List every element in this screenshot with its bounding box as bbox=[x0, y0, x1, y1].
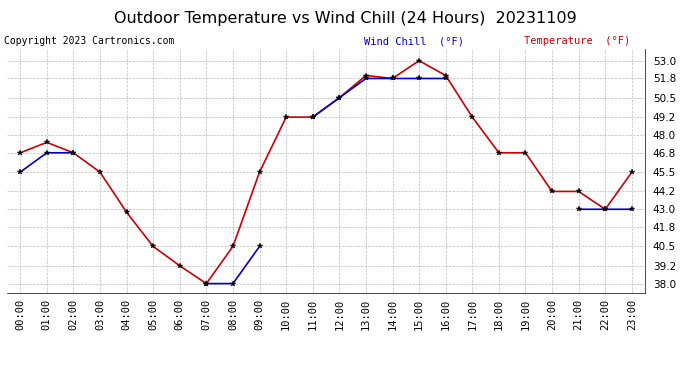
Text: Wind Chill  (°F): Wind Chill (°F) bbox=[364, 36, 464, 46]
Text: Copyright 2023 Cartronics.com: Copyright 2023 Cartronics.com bbox=[3, 36, 174, 46]
Text: Outdoor Temperature vs Wind Chill (24 Hours)  20231109: Outdoor Temperature vs Wind Chill (24 Ho… bbox=[114, 11, 576, 26]
Text: Temperature  (°F): Temperature (°F) bbox=[524, 36, 630, 46]
